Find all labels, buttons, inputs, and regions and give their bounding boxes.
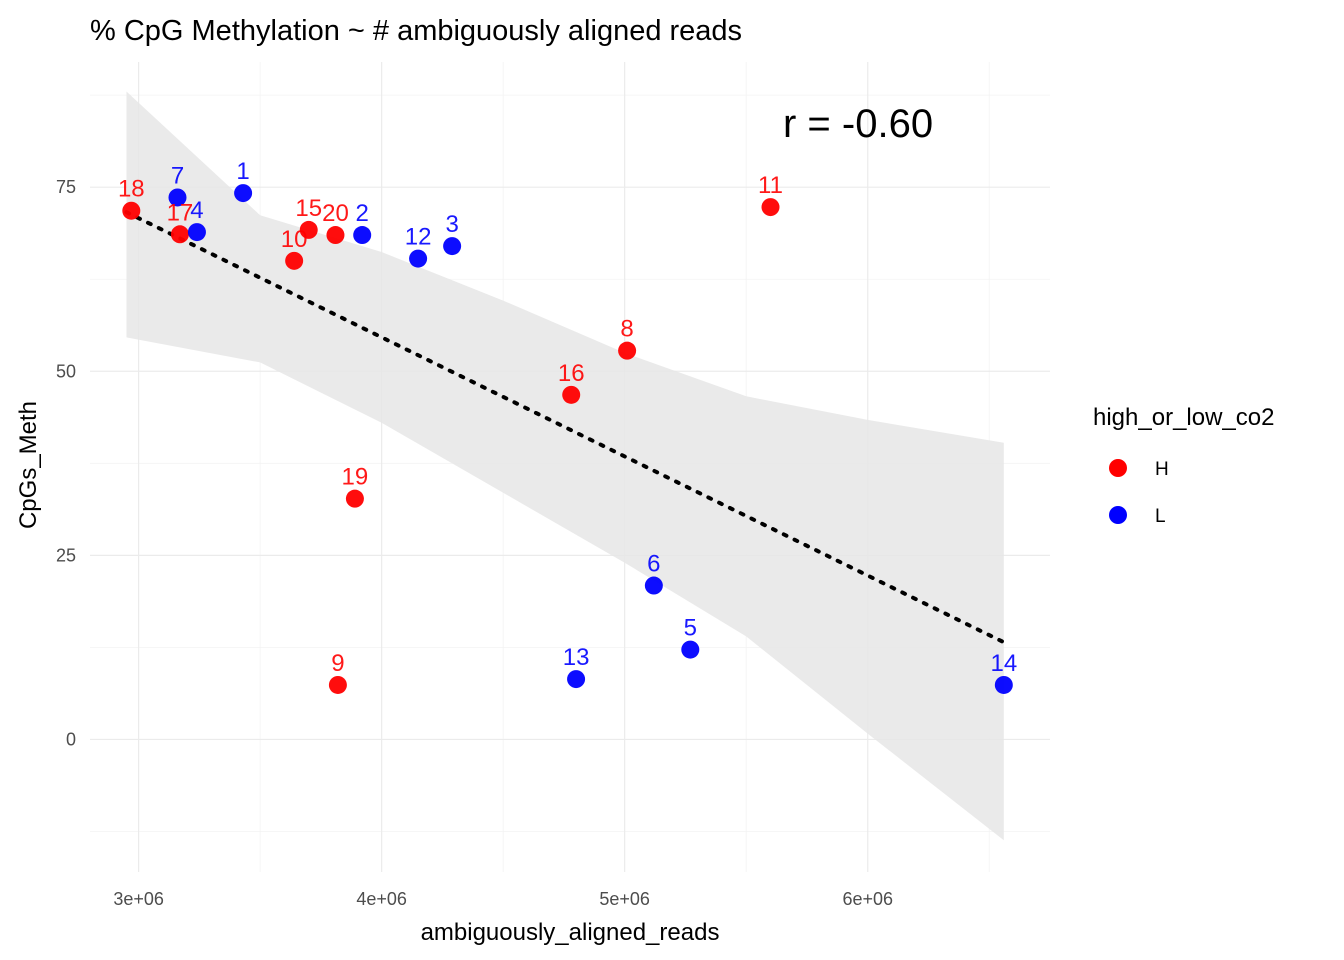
point-2 <box>353 226 372 245</box>
point-label-14: 14 <box>990 650 1017 677</box>
point-label-10: 10 <box>281 226 308 253</box>
point-6 <box>644 576 663 595</box>
point-12 <box>409 249 428 268</box>
y-tick-label-2: 50 <box>56 361 76 381</box>
point-label-2: 2 <box>356 200 369 227</box>
point-17 <box>170 225 189 244</box>
y-tick-labels: 0 25 50 75 <box>56 177 76 749</box>
point-label-17: 17 <box>167 199 194 226</box>
x-tick-label-0: 3e+06 <box>113 889 164 909</box>
point-label-5: 5 <box>684 615 697 642</box>
chart-title: % CpG Methylation ~ # ambiguously aligne… <box>90 15 742 47</box>
point-4 <box>187 223 206 242</box>
point-label-4: 4 <box>190 197 203 224</box>
legend-label-H: H <box>1155 459 1169 480</box>
point-label-3: 3 <box>445 211 458 238</box>
x-tick-labels: 3e+06 4e+06 5e+06 6e+06 <box>113 889 893 909</box>
x-axis-title: ambiguously_aligned_reads <box>421 919 720 946</box>
legend: high_or_low_co2 H L <box>1093 404 1274 527</box>
point-label-18: 18 <box>118 176 145 203</box>
y-tick-label-1: 25 <box>56 545 76 565</box>
correlation-annotation: r = -0.60 <box>783 102 933 146</box>
y-axis-title: CpGs_Meth <box>15 401 42 529</box>
y-tick-label-3: 75 <box>56 177 76 197</box>
point-label-11: 11 <box>758 172 783 199</box>
point-label-13: 13 <box>563 644 590 671</box>
point-label-16: 16 <box>558 360 585 387</box>
point-11 <box>761 198 780 217</box>
point-label-1: 1 <box>236 158 249 185</box>
point-8 <box>618 341 637 360</box>
legend-key-L <box>1109 506 1127 524</box>
point-label-20: 20 <box>322 200 349 227</box>
point-label-9: 9 <box>331 650 344 677</box>
point-20 <box>326 226 345 245</box>
point-5 <box>681 640 700 659</box>
grid-minor <box>90 62 1050 872</box>
confidence-band <box>126 91 1004 841</box>
point-3 <box>443 237 462 256</box>
legend-label-L: L <box>1155 506 1166 527</box>
trend-line <box>124 210 1006 645</box>
point-1 <box>234 184 253 203</box>
x-tick-label-1: 4e+06 <box>356 889 407 909</box>
point-7 <box>168 188 187 207</box>
point-label-15: 15 <box>295 195 322 222</box>
legend-title: high_or_low_co2 <box>1093 404 1274 431</box>
legend-key-H <box>1109 459 1127 477</box>
point-10 <box>285 251 304 270</box>
x-tick-label-3: 6e+06 <box>842 889 893 909</box>
point-16 <box>562 385 581 404</box>
point-18 <box>122 201 141 220</box>
point-label-8: 8 <box>620 316 633 343</box>
data-points <box>122 184 1013 694</box>
y-tick-label-0: 0 <box>66 729 76 749</box>
point-13 <box>567 670 586 689</box>
point-14 <box>994 675 1013 694</box>
x-tick-label-2: 5e+06 <box>599 889 650 909</box>
point-label-12: 12 <box>405 224 432 251</box>
point-9 <box>328 675 347 694</box>
point-label-7: 7 <box>171 162 184 189</box>
point-label-19: 19 <box>342 464 369 491</box>
point-19 <box>345 489 364 508</box>
point-label-6: 6 <box>647 551 660 578</box>
point-15 <box>299 220 318 239</box>
